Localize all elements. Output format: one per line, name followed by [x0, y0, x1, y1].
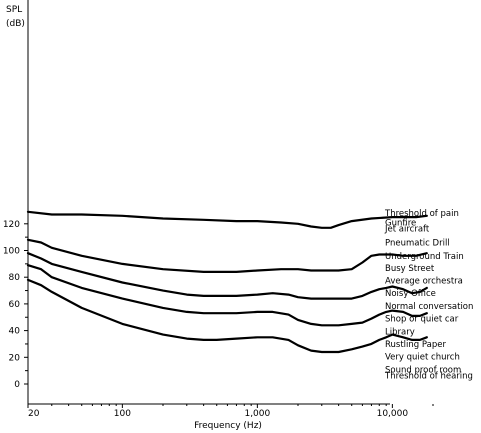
x-tick-label: 20 — [28, 409, 40, 419]
x-tick-label: 1,000 — [244, 409, 270, 419]
x-tick-label: 10,000 — [377, 409, 409, 419]
y-tick-label: 40 — [9, 327, 21, 337]
annotation-label: Jet aircraft — [384, 224, 430, 234]
series-line-3 — [26, 252, 428, 300]
annotation-label: Underground Train — [385, 252, 464, 262]
annotation-label: Pneumatic Drill — [385, 238, 450, 248]
y-tick-label: 80 — [9, 273, 21, 283]
annotation-label: Gunfire — [385, 218, 416, 228]
x-ticks: 20 100 1,000 10,000 — [27, 404, 434, 419]
series-line-1 — [26, 210, 428, 229]
series-line-5 — [26, 278, 428, 354]
y-tick-label: 100 — [3, 247, 20, 257]
annotation-label: Threshold of hearing — [384, 371, 473, 381]
y-tick-label: 120 — [3, 220, 20, 230]
annotation-label: Very quiet church — [385, 353, 460, 363]
annotation-label: Rustling Paper — [385, 340, 446, 350]
y-tick-label: 0 — [14, 380, 20, 390]
annotation-label: Sound proof room — [385, 365, 461, 375]
x-tick-label: 100 — [114, 409, 131, 419]
y-axis-label: SPL — [6, 5, 22, 15]
series-line-2 — [26, 238, 428, 273]
annotation-label: Library — [385, 327, 415, 337]
annotation-label: Busy Street — [385, 264, 435, 274]
x-axis-label: Frequency (Hz) — [194, 421, 262, 431]
series-line-4 — [26, 264, 428, 327]
annotation-label: Shop or quiet car — [385, 315, 459, 325]
y-axis-unit: (dB) — [6, 19, 25, 29]
y-tick-label: 20 — [9, 353, 21, 363]
annotation-label: Average orchestra — [385, 277, 463, 287]
curves — [26, 210, 428, 354]
annotation-label: Threshold of pain — [384, 209, 459, 219]
annotation-label: Noisy Office — [385, 289, 436, 299]
y-ticks: 0 20 40 60 80 100 120 — [3, 220, 28, 390]
annotation-label: Normal conversation — [385, 302, 473, 312]
y-tick-label: 60 — [9, 300, 21, 310]
axes — [27, 0, 390, 405]
